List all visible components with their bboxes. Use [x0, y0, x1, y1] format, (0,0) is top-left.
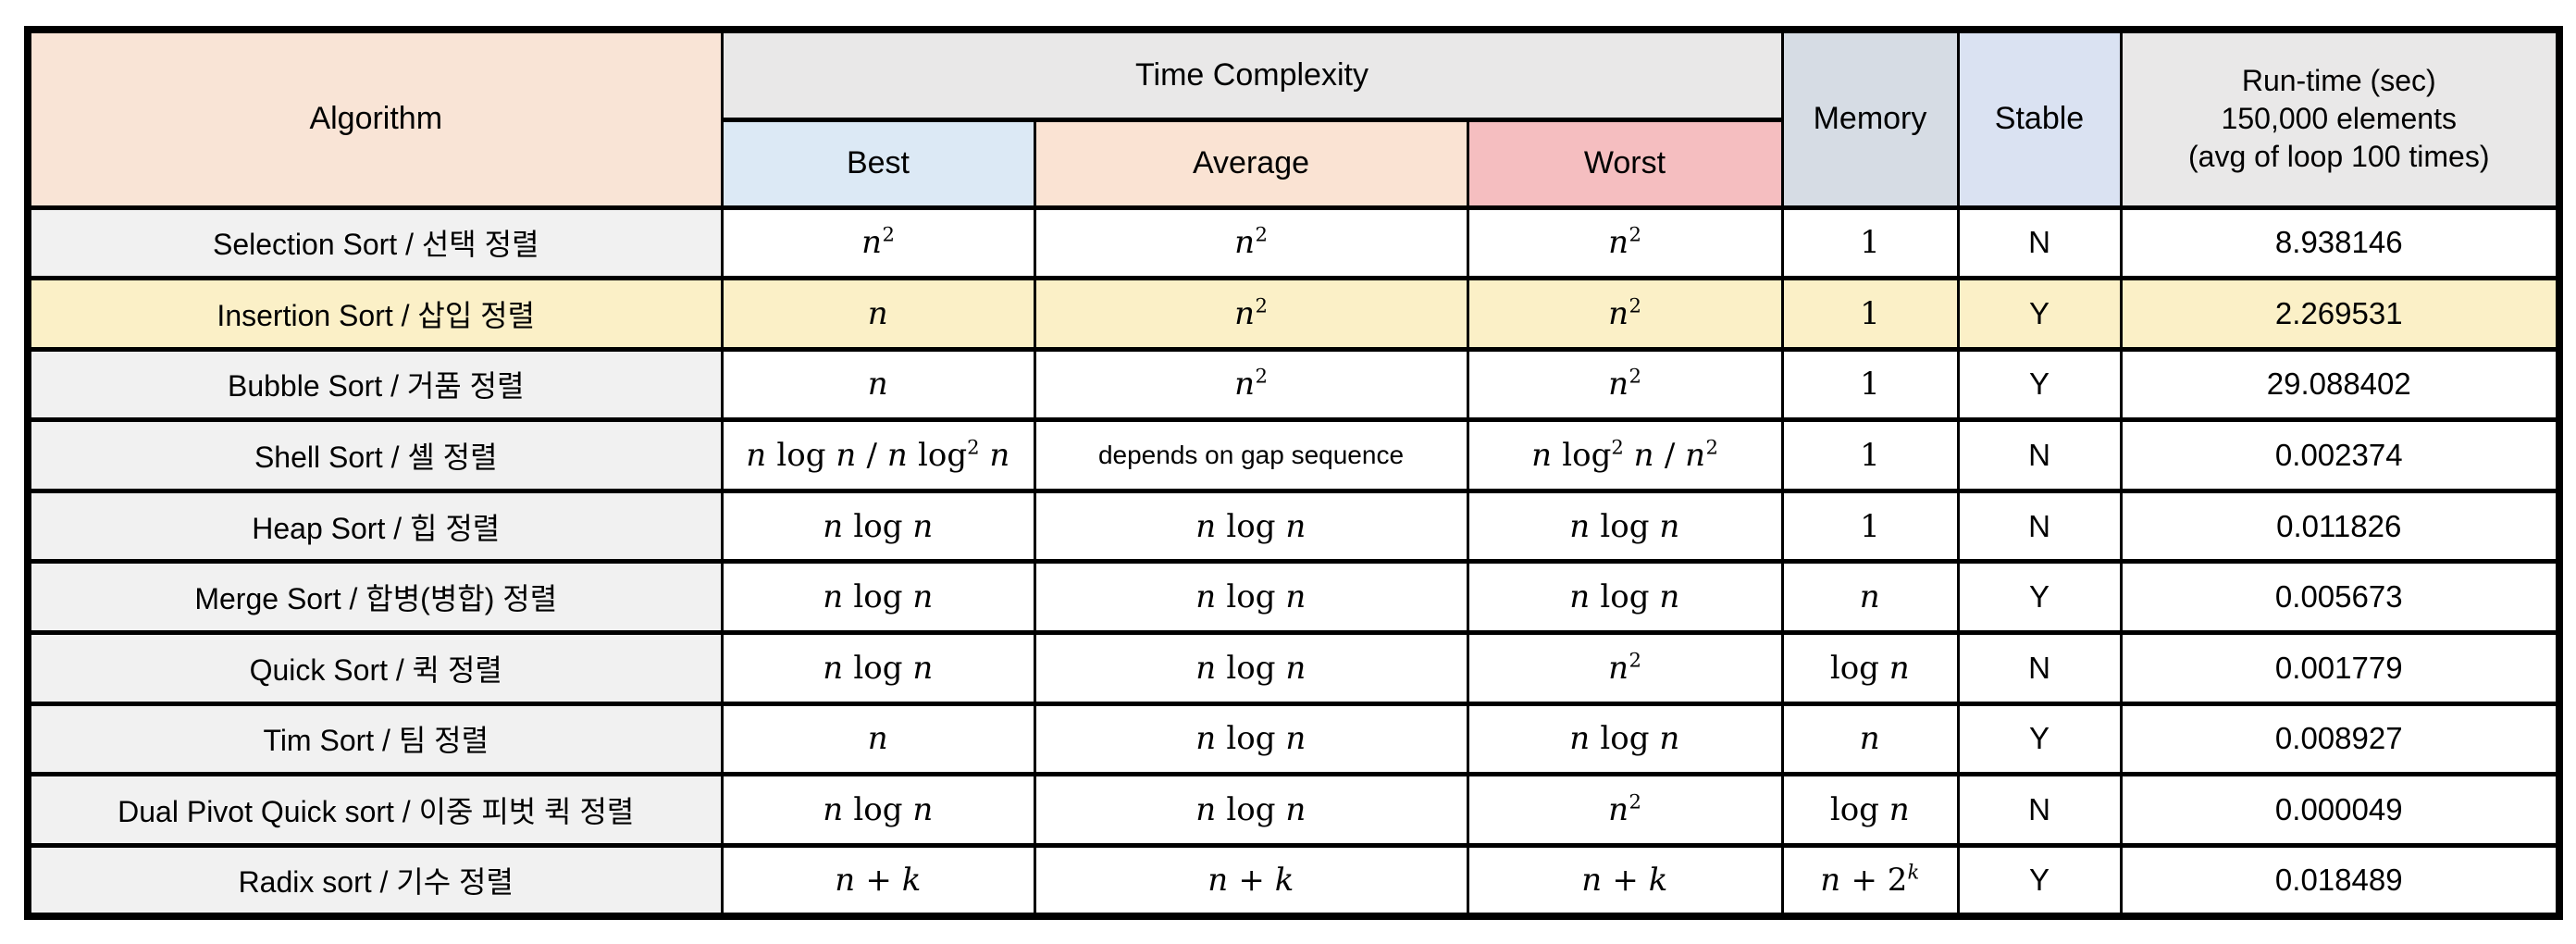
col-header-average: Average	[1033, 117, 1469, 210]
stable-flag: N	[1956, 488, 2123, 565]
average-complexity: n2	[1033, 346, 1469, 423]
algorithm-name: Bubble Sort / 거품 정렬	[26, 346, 724, 423]
table-row: Insertion Sort / 삽입 정렬 n n2 n2 1 Y 2.269531	[26, 276, 2561, 352]
worst-complexity: n log n	[1466, 701, 1784, 777]
algorithm-comparison-table: Algorithm Time Complexity Memory Stable …	[24, 26, 2563, 920]
best-complexity: n	[720, 701, 1036, 777]
average-complexity: depends on gap sequence	[1033, 417, 1469, 493]
algorithm-name: Quick Sort / 퀵 정렬	[26, 630, 724, 706]
table-body: Selection Sort / 선택 정렬 n2 n2 n2 1 N 8.938146 In…	[26, 205, 2561, 919]
table-row: Bubble Sort / 거품 정렬 n n2 n2 1 Y 29.088402	[26, 346, 2561, 423]
best-complexity: n	[720, 346, 1036, 423]
worst-complexity: n2	[1466, 205, 1784, 281]
average-complexity: n2	[1033, 276, 1469, 352]
average-complexity: n log n	[1033, 701, 1469, 777]
worst-complexity: n2	[1466, 346, 1784, 423]
runtime-header-line1: Run-time (sec)	[2241, 64, 2436, 98]
runtime-value: 0.018489	[2119, 842, 2561, 919]
algorithm-name: Insertion Sort / 삽입 정렬	[26, 276, 724, 352]
algorithm-name: Dual Pivot Quick sort / 이중 피벗 퀵 정렬	[26, 772, 724, 848]
table-row: Shell Sort / 셸 정렬 n log n / n log2 n depen…	[26, 417, 2561, 493]
runtime-value: 0.002374	[2119, 417, 2561, 493]
runtime-value: 0.011826	[2119, 488, 2561, 565]
worst-complexity: n2	[1466, 772, 1784, 848]
memory-complexity: log n	[1780, 772, 1960, 848]
algorithm-name: Tim Sort / 팀 정렬	[26, 701, 724, 777]
average-complexity: n2	[1033, 205, 1469, 281]
average-complexity: n log n	[1033, 772, 1469, 848]
runtime-value: 0.005673	[2119, 559, 2561, 636]
memory-complexity: n + 2k	[1780, 842, 1960, 919]
worst-complexity: n2	[1466, 276, 1784, 352]
worst-complexity: n log n	[1466, 559, 1784, 636]
average-complexity: n log n	[1033, 559, 1469, 636]
average-complexity: n log n	[1033, 488, 1469, 565]
best-complexity: n2	[720, 205, 1036, 281]
runtime-value: 0.000049	[2119, 772, 2561, 848]
best-complexity: n	[720, 276, 1036, 352]
runtime-header-line2: 150,000 elements	[2221, 102, 2457, 136]
col-header-best: Best	[720, 117, 1036, 210]
table-wrap: Algorithm Time Complexity Memory Stable …	[24, 26, 2563, 920]
table-header: Algorithm Time Complexity Memory Stable …	[26, 27, 2561, 210]
best-complexity: n log n	[720, 559, 1036, 636]
memory-complexity: 1	[1780, 346, 1960, 423]
algorithm-name: Radix sort / 기수 정렬	[26, 842, 724, 919]
table-row: Selection Sort / 선택 정렬 n2 n2 n2 1 N 8.938146	[26, 205, 2561, 281]
col-header-worst: Worst	[1466, 117, 1784, 210]
algorithm-name: Shell Sort / 셸 정렬	[26, 417, 724, 493]
best-complexity: n + k	[720, 842, 1036, 919]
memory-complexity: n	[1780, 701, 1960, 777]
memory-complexity: 1	[1780, 417, 1960, 493]
algorithm-name: Heap Sort / 힙 정렬	[26, 488, 724, 565]
algorithm-name: Merge Sort / 합병(병합) 정렬	[26, 559, 724, 636]
memory-complexity: 1	[1780, 205, 1960, 281]
average-complexity: n log n	[1033, 630, 1469, 706]
stable-flag: N	[1956, 772, 2123, 848]
stable-flag: Y	[1956, 701, 2123, 777]
best-complexity: n log n	[720, 630, 1036, 706]
average-complexity: n + k	[1033, 842, 1469, 919]
best-complexity: n log n	[720, 488, 1036, 565]
worst-complexity: n log n	[1466, 488, 1784, 565]
memory-complexity: n	[1780, 559, 1960, 636]
runtime-header-line3: (avg of loop 100 times)	[2188, 140, 2490, 174]
col-header-memory: Memory	[1780, 27, 1960, 210]
memory-complexity: 1	[1780, 488, 1960, 565]
memory-complexity: log n	[1780, 630, 1960, 706]
stable-flag: N	[1956, 205, 2123, 281]
worst-complexity: n2	[1466, 630, 1784, 706]
table-row: Dual Pivot Quick sort / 이중 피벗 퀵 정렬 n log …	[26, 772, 2561, 848]
best-complexity: n log n / n log2 n	[720, 417, 1036, 493]
worst-complexity: n log2 n / n2	[1466, 417, 1784, 493]
stable-flag: N	[1956, 630, 2123, 706]
runtime-value: 2.269531	[2119, 276, 2561, 352]
runtime-value: 0.001779	[2119, 630, 2561, 706]
runtime-value: 0.008927	[2119, 701, 2561, 777]
memory-complexity: 1	[1780, 276, 1960, 352]
stable-flag: Y	[1956, 276, 2123, 352]
stable-flag: Y	[1956, 559, 2123, 636]
algorithm-name: Selection Sort / 선택 정렬	[26, 205, 724, 281]
best-complexity: n log n	[720, 772, 1036, 848]
col-header-stable: Stable	[1956, 27, 2123, 210]
col-header-runtime: Run-time (sec) 150,000 elements (avg of …	[2119, 27, 2561, 210]
runtime-value: 8.938146	[2119, 205, 2561, 281]
stable-flag: N	[1956, 417, 2123, 493]
col-header-algorithm: Algorithm	[26, 27, 724, 210]
stable-flag: Y	[1956, 842, 2123, 919]
col-header-time-complexity: Time Complexity	[720, 27, 1784, 122]
worst-complexity: n + k	[1466, 842, 1784, 919]
stable-flag: Y	[1956, 346, 2123, 423]
runtime-value: 29.088402	[2119, 346, 2561, 423]
